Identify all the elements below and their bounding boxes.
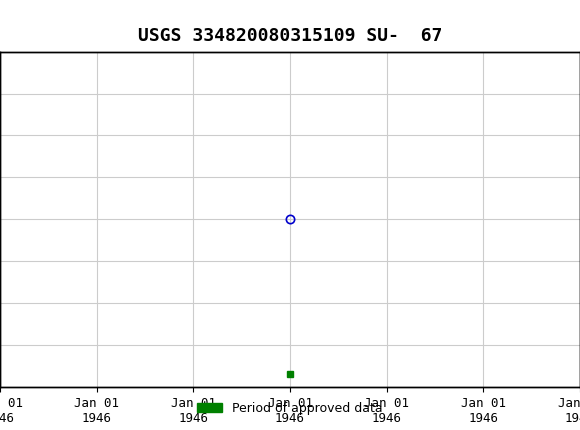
Text: USGS 334820080315109 SU-  67: USGS 334820080315109 SU- 67 — [138, 27, 442, 45]
Text: ≡USGS: ≡USGS — [6, 16, 93, 36]
Legend: Period of approved data: Period of approved data — [192, 397, 388, 420]
